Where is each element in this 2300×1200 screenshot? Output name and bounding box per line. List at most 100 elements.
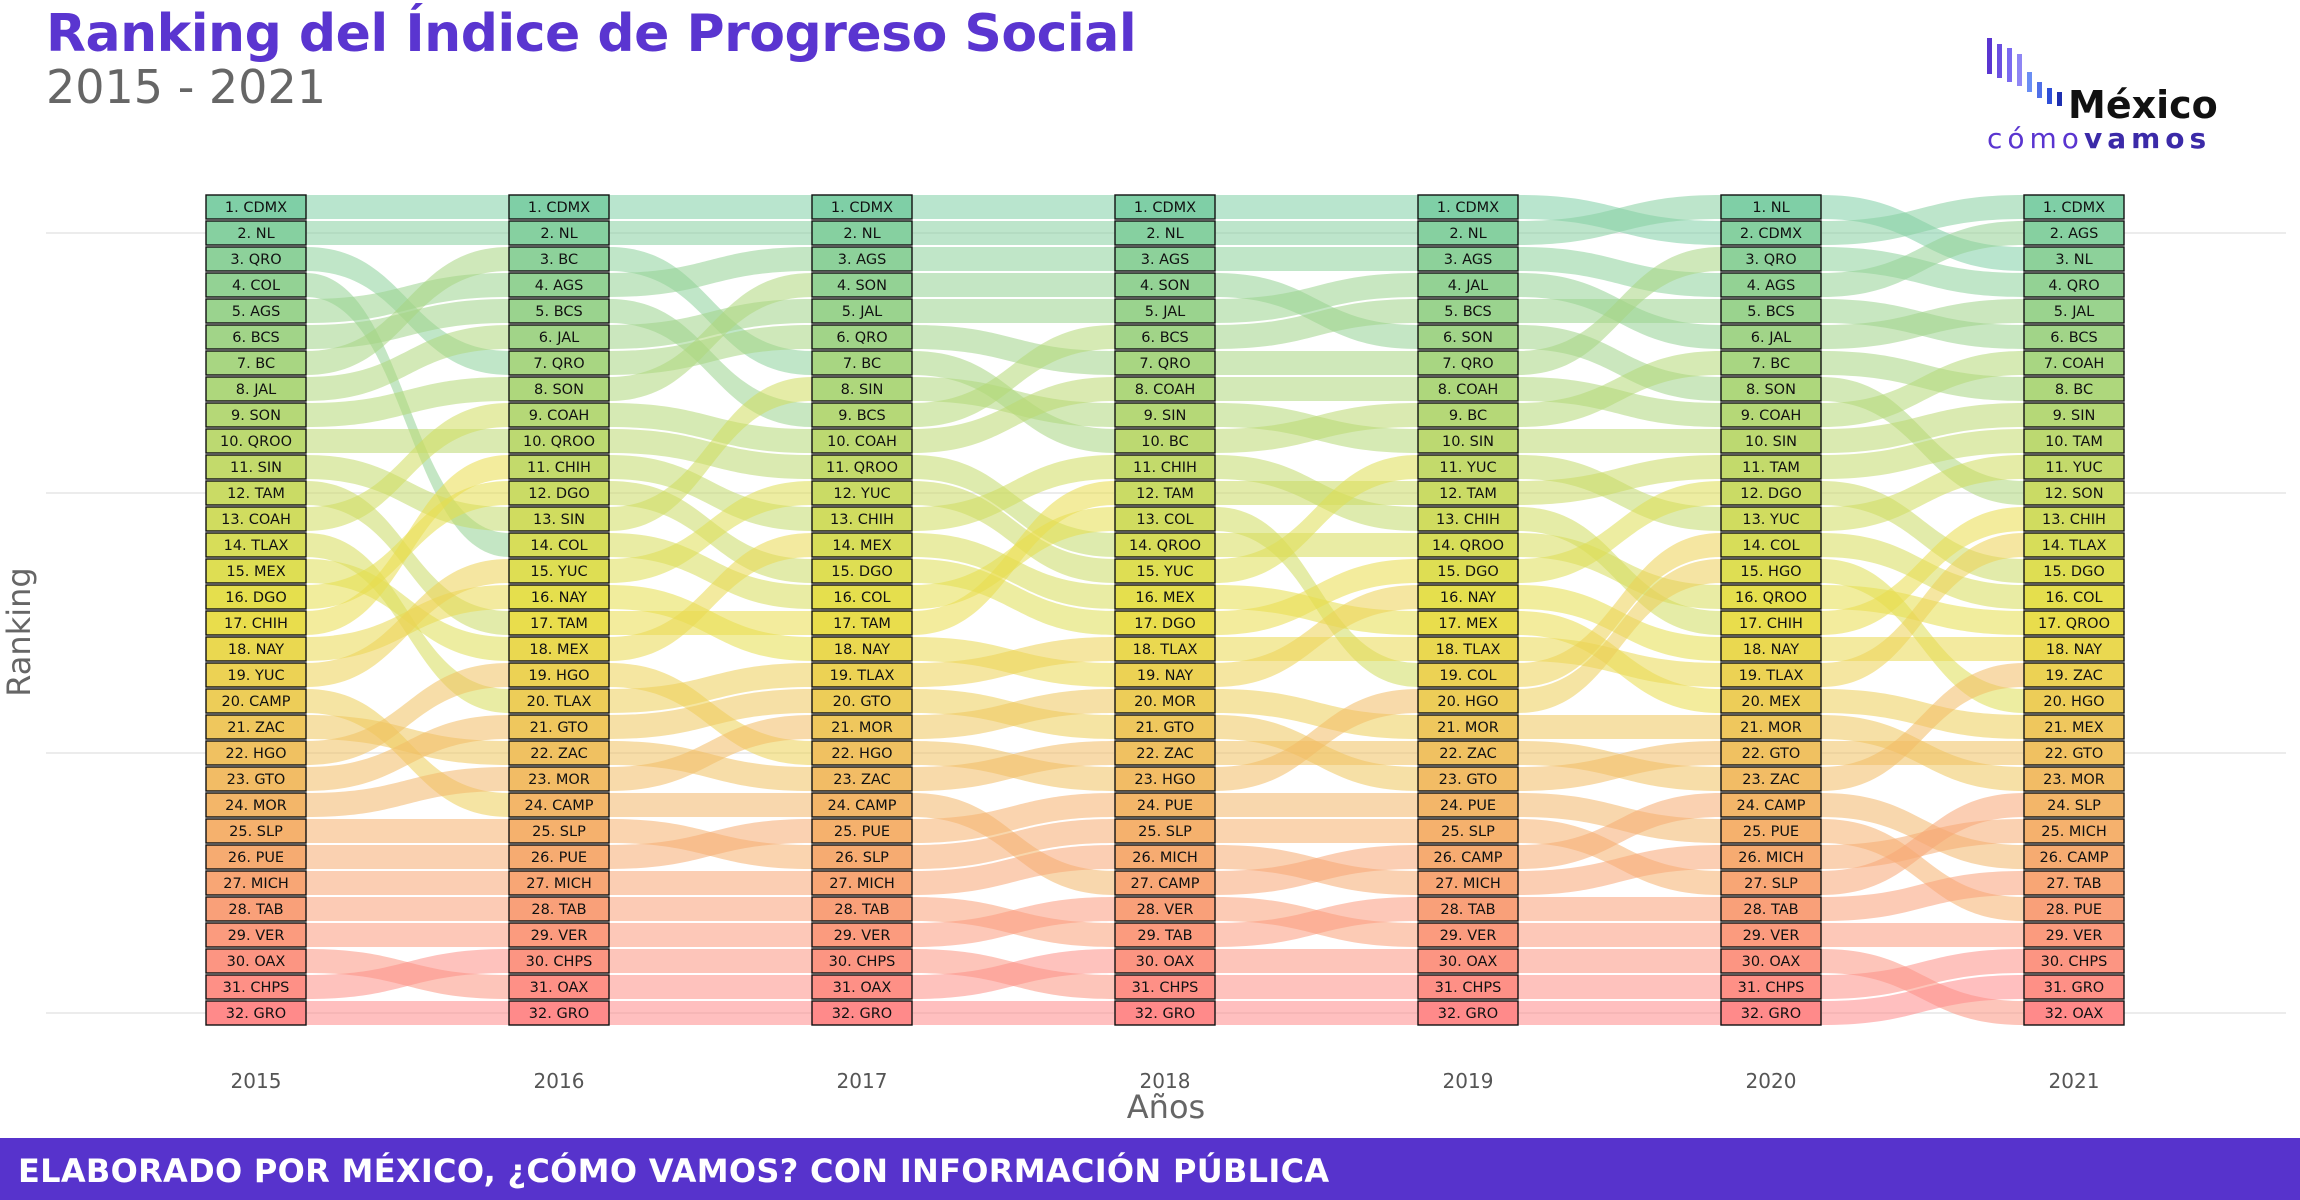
rank-label-2018-31: 31. CHPS (1132, 980, 1199, 996)
ribbon-zac-2017 (912, 741, 1115, 791)
rank-label-2019-17: 17. MEX (1438, 616, 1497, 632)
ribbon-jal-2020 (1821, 299, 2024, 349)
rank-box-2017-2 (811, 220, 913, 246)
rank-box-2018-3 (1114, 246, 1216, 272)
rank-box-2017-17 (811, 610, 913, 636)
rank-label-2015-12: 12. TAM (227, 486, 285, 502)
rank-box-2015-32 (205, 1000, 307, 1026)
rank-box-2020-13 (1720, 506, 1822, 532)
ribbon-gro-2018 (1215, 1001, 1418, 1025)
rank-label-2018-21: 21. GTO (1136, 720, 1195, 736)
rank-label-2019-6: 6. SON (1443, 330, 1493, 346)
rank-box-2019-23 (1417, 766, 1519, 792)
rank-box-2020-7 (1720, 350, 1822, 376)
ribbon-bc-2020 (1821, 351, 2024, 401)
rank-label-2015-11: 11. SIN (230, 460, 282, 476)
ribbon-mor-2017 (912, 689, 1115, 739)
rank-box-2018-12 (1114, 480, 1216, 506)
rank-box-2017-29 (811, 922, 913, 948)
rank-box-2015-25 (205, 818, 307, 844)
rank-label-2018-32: 32. GRO (1135, 1006, 1195, 1022)
rank-box-2021-19 (2023, 662, 2125, 688)
rank-label-2015-20: 20. CAMP (222, 694, 291, 710)
rank-box-2021-10 (2023, 428, 2125, 454)
rank-box-2021-18 (2023, 636, 2125, 662)
ribbon-tam-2020 (1821, 429, 2024, 479)
rank-label-2015-14: 14. TLAX (224, 538, 289, 554)
rank-label-2020-3: 3. QRO (1745, 252, 1796, 268)
rank-label-2018-5: 5. JAL (1145, 304, 1185, 320)
rank-box-2016-2 (508, 220, 610, 246)
rank-box-2017-1 (811, 194, 913, 220)
rank-box-2019-12 (1417, 480, 1519, 506)
rank-box-2015-8 (205, 376, 307, 402)
ribbon-tlax-2017 (912, 637, 1115, 687)
rank-label-2015-19: 19. YUC (227, 668, 284, 684)
rank-label-2019-20: 20. HGO (1437, 694, 1498, 710)
rank-label-2017-5: 5. JAL (842, 304, 882, 320)
rank-box-2021-2 (2023, 220, 2125, 246)
ribbon-cdmx-2017 (912, 195, 1115, 219)
rank-label-2018-30: 30. OAX (1136, 954, 1195, 970)
rank-box-2018-32 (1114, 1000, 1216, 1026)
rank-label-2016-21: 21. GTO (530, 720, 589, 736)
ribbon-chps-2018 (1215, 975, 1418, 999)
rank-label-2017-10: 10. COAH (827, 434, 897, 450)
ribbon-coah-2020 (1821, 351, 2024, 427)
rank-label-2017-13: 13. CHIH (830, 512, 894, 528)
ribbon-tab-2015 (306, 897, 509, 921)
ribbon-oax-2020 (1821, 949, 2024, 1025)
rank-label-2016-13: 13. SIN (533, 512, 585, 528)
rank-box-2018-7 (1114, 350, 1216, 376)
rank-box-2019-8 (1417, 376, 1519, 402)
rank-label-2018-1: 1. CDMX (1134, 200, 1196, 216)
rank-label-2018-2: 2. NL (1146, 226, 1183, 242)
rank-box-2021-30 (2023, 948, 2125, 974)
ribbon-nay-2020 (1821, 637, 2024, 661)
rank-label-2017-15: 15. DGO (831, 564, 892, 580)
ribbon-oax-2016 (609, 975, 812, 999)
rank-label-2019-4: 4. JAL (1448, 278, 1488, 294)
rank-label-2015-3: 3. QRO (230, 252, 281, 268)
rank-box-2019-25 (1417, 818, 1519, 844)
rank-box-2016-25 (508, 818, 610, 844)
rank-box-2015-4 (205, 272, 307, 298)
ribbon-gro-2016 (609, 1001, 812, 1025)
rank-box-2016-23 (508, 766, 610, 792)
rank-label-2020-14: 14. COL (1742, 538, 1799, 554)
rank-box-2019-22 (1417, 740, 1519, 766)
rank-box-2020-32 (1720, 1000, 1822, 1026)
rank-label-2020-28: 28. TAB (1743, 902, 1798, 918)
rank-box-2021-4 (2023, 272, 2125, 298)
ribbon-yuc-2016 (609, 481, 812, 583)
rank-label-2017-18: 18. NAY (834, 642, 890, 658)
rank-label-2018-15: 15. YUC (1136, 564, 1193, 580)
rank-label-2017-26: 26. SLP (835, 850, 889, 866)
rank-box-2015-2 (205, 220, 307, 246)
rank-box-2016-15 (508, 558, 610, 584)
rank-box-2019-21 (1417, 714, 1519, 740)
rank-box-2019-29 (1417, 922, 1519, 948)
ribbon-coah-2018 (1215, 377, 1418, 401)
rank-box-2021-15 (2023, 558, 2125, 584)
rank-label-2015-10: 10. QROO (220, 434, 292, 450)
rank-label-2017-8: 8. SIN (841, 382, 884, 398)
rank-box-2018-29 (1114, 922, 1216, 948)
rank-box-2018-25 (1114, 818, 1216, 844)
rank-box-2021-25 (2023, 818, 2125, 844)
ribbon-zac-2015 (306, 715, 509, 765)
rank-box-2019-30 (1417, 948, 1519, 974)
rank-box-2019-2 (1417, 220, 1519, 246)
rank-box-2018-6 (1114, 324, 1216, 350)
footer-bar: ELABORADO POR MÉXICO, ¿CÓMO VAMOS? CON I… (0, 1138, 2300, 1200)
rank-label-2019-10: 10. SIN (1442, 434, 1494, 450)
rank-label-2017-23: 23. ZAC (833, 772, 890, 788)
rank-box-2017-14 (811, 532, 913, 558)
rank-box-2021-24 (2023, 792, 2125, 818)
x-tick-2020: 2020 (1746, 1069, 1797, 1093)
rank-box-2021-9 (2023, 402, 2125, 428)
rank-label-2020-1: 1. NL (1752, 200, 1789, 216)
rank-label-2016-6: 6. JAL (539, 330, 579, 346)
ribbon-chps-2015 (306, 949, 509, 999)
rank-box-2020-19 (1720, 662, 1822, 688)
